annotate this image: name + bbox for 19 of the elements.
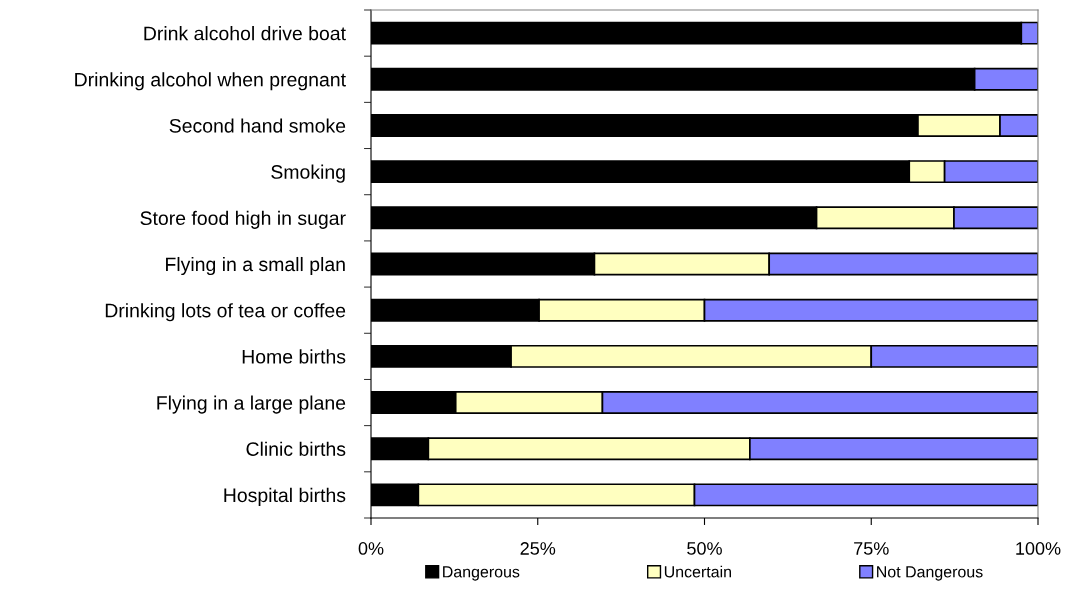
x-tick-label: 0% [358, 542, 384, 555]
y-tick-label: Hospital births [224, 487, 346, 506]
legend-label: Dangerous [443, 566, 520, 581]
y-tick-label: Clinic births [246, 441, 346, 456]
y-tick-label: Second hand smoke [169, 118, 346, 133]
legend-label: Uncertain [664, 565, 731, 578]
y-tick-label: Store food high in sugar [140, 210, 346, 229]
y-tick-label: Home births [242, 349, 346, 364]
x-tick-label: 75% [854, 542, 889, 555]
y-tick-label: Flying in a large plane [157, 395, 346, 414]
y-tick-label: Drinking lots of tea or coffee [105, 303, 346, 322]
x-tick-label: 100% [1016, 542, 1061, 555]
legend-label: Not Dangerous [877, 566, 983, 581]
y-tick-label: Drink alcohol drive boat [144, 26, 346, 41]
y-tick-label: Drinking alcohol when pregnant [75, 72, 346, 91]
x-tick-label: 50% [687, 542, 722, 555]
y-tick-label: Smoking [271, 164, 345, 183]
x-tick-label: 25% [520, 542, 556, 555]
y-tick-label: Flying in a small plan [166, 256, 345, 276]
